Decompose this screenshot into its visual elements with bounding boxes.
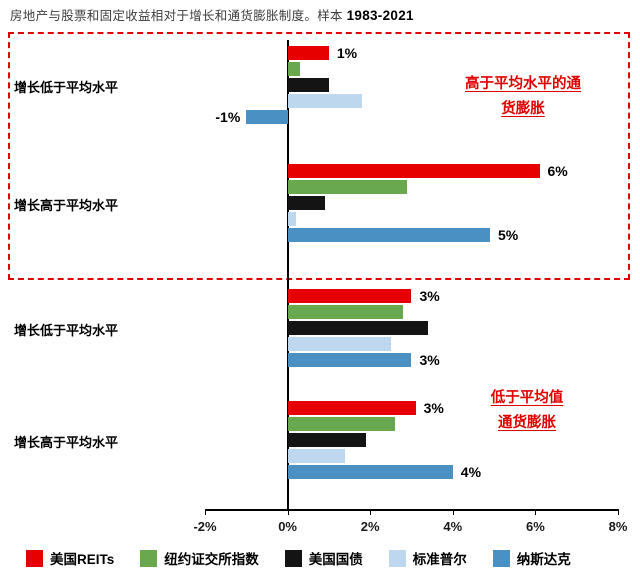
legend-swatch-treasuries: [284, 549, 302, 567]
chart-title-sample: 1983-2021: [346, 8, 414, 23]
bar-value-label: 1%: [336, 45, 358, 61]
bar-series3-group4: [287, 449, 346, 463]
legend-swatch-reits: [26, 549, 43, 567]
legend: 美国REITs 纽约证交所指数 美国国债 标准普尔 纳斯达克: [26, 548, 597, 568]
x-tick-1: 0%: [278, 519, 297, 534]
legend-item-sp: 标准普尔: [388, 548, 467, 568]
bar-series0-group2: [287, 164, 540, 178]
x-tick-2: 2%: [360, 519, 380, 534]
category-label-group3: 增长低于平均水平: [14, 323, 119, 338]
x-tick-mark: [370, 511, 372, 515]
category-label-group4: 增长高于平均水平: [14, 435, 119, 450]
bar-series3-group2: [287, 212, 296, 226]
bar-series1-group3: [287, 305, 404, 319]
x-tick-4: 6%: [525, 519, 545, 534]
legend-swatch-nyse: [140, 549, 158, 567]
legend-label-nyse: 纽约证交所指数: [164, 552, 259, 567]
x-tick-mark: [287, 511, 289, 515]
bar-series1-group1: [287, 62, 300, 76]
high-inflation-region-box: [8, 32, 630, 280]
bar-series0-group1: [287, 46, 329, 60]
bar-series2-group1: [287, 78, 329, 92]
bar-series1-group2: [287, 180, 408, 194]
bar-series0-group3: [287, 289, 412, 303]
x-tick-3: 4%: [443, 519, 463, 534]
bar-value-label: 4%: [460, 464, 482, 480]
zero-axis-line: [287, 40, 289, 510]
x-tick-mark: [618, 511, 619, 515]
bar-series4-group4: [287, 465, 453, 479]
chart-title-text: 房地产与股票和固定收益相对于增长和通货膨胀制度。样本: [10, 9, 347, 23]
category-label-group1: 增长低于平均水平: [14, 80, 119, 95]
category-label-group2: 增长高于平均水平: [14, 198, 119, 213]
x-tick-mark: [535, 511, 537, 515]
legend-label-nasdaq: 纳斯达克: [516, 552, 571, 567]
bar-series2-group4: [287, 433, 367, 447]
legend-label-treasuries: 美国国债: [308, 552, 363, 567]
annotation-low-inflation-line1: 低于平均值: [490, 390, 564, 406]
x-tick-0: -2%: [193, 519, 217, 534]
annotation-high-inflation-line1: 高于平均水平的通: [465, 76, 581, 92]
bar-series1-group4: [287, 417, 395, 431]
bar-value-label: 6%: [547, 163, 568, 179]
bar-value-label: 5%: [497, 227, 519, 243]
bar-series4-group2: [287, 228, 490, 242]
bar-series3-group1: [287, 94, 362, 108]
bar-value-label: 3%: [419, 352, 440, 368]
bar-series4-group1: [246, 110, 288, 124]
x-tick-mark: [452, 511, 454, 515]
legend-swatch-sp: [388, 549, 406, 567]
bar-value-label: 3%: [423, 400, 444, 416]
x-tick-mark: [205, 511, 206, 515]
bar-series3-group3: [287, 337, 391, 351]
legend-swatch-nasdaq: [492, 549, 510, 567]
bar-series2-group2: [287, 196, 325, 210]
annotation-high-inflation: 高于平均水平的通 货膨胀: [448, 72, 598, 122]
annotation-low-inflation-line2: 通货膨胀: [498, 415, 556, 431]
chart-title: 房地产与股票和固定收益相对于增长和通货膨胀制度。样本 1983-2021: [10, 5, 414, 24]
x-tick-5: 8%: [608, 519, 628, 534]
x-axis-line: [205, 509, 619, 511]
legend-item-treasuries: 美国国债: [284, 548, 363, 568]
legend-item-nyse: 纽约证交所指数: [140, 548, 259, 568]
legend-label-reits: 美国REITs: [50, 552, 115, 567]
annotation-high-inflation-line2: 货膨胀: [501, 101, 545, 117]
legend-item-nasdaq: 纳斯达克: [492, 548, 571, 568]
legend-label-sp: 标准普尔: [412, 552, 467, 567]
bar-series4-group3: [287, 353, 412, 367]
annotation-low-inflation: 低于平均值 通货膨胀: [462, 386, 592, 436]
bar-value-label: -1%: [215, 109, 241, 125]
bar-series0-group4: [287, 401, 416, 415]
bar-value-label: 3%: [419, 288, 440, 304]
legend-item-reits: 美国REITs: [26, 548, 114, 568]
bar-series2-group3: [287, 321, 428, 335]
